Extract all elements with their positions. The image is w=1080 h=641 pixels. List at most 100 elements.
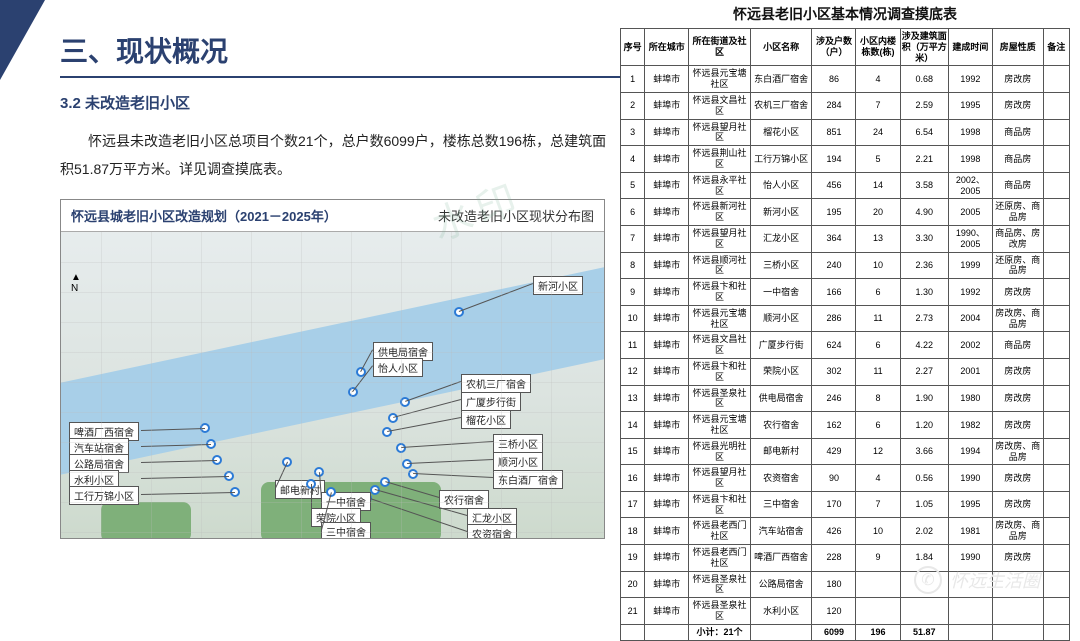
table-footer-cell: 6099 xyxy=(812,624,856,640)
table-cell: 1.90 xyxy=(900,385,948,412)
table-cell: 8 xyxy=(856,385,900,412)
table-cell: 农行宿舍 xyxy=(750,412,812,439)
map-label: 三中宿舍 xyxy=(321,522,371,538)
table-header-cell: 小区内楼栋数(栋) xyxy=(856,29,900,66)
table-cell: 蚌埠市 xyxy=(645,332,689,359)
table-cell: 商品房、房改房 xyxy=(992,225,1043,252)
table-cell: 蚌埠市 xyxy=(645,92,689,119)
table-cell: 怀远县老西门社区 xyxy=(689,518,751,545)
table-cell: 蚌埠市 xyxy=(645,305,689,332)
table-cell: 2.36 xyxy=(900,252,948,279)
table-cell: 东白酒厂宿舍 xyxy=(750,66,812,93)
table-cell: 怀远县永平社区 xyxy=(689,172,751,199)
table-cell: 房改房 xyxy=(992,412,1043,439)
table-cell: 蚌埠市 xyxy=(645,385,689,412)
table-cell: 商品房 xyxy=(992,172,1043,199)
map-grid-line xyxy=(61,502,604,503)
map-leader-line xyxy=(413,473,493,478)
table-cell: 429 xyxy=(812,438,856,465)
table-cell: 284 xyxy=(812,92,856,119)
table-row: 13蚌埠市怀远县圣泉社区供电局宿舍24681.901980房改房 xyxy=(621,385,1070,412)
table-cell: 公路局宿舍 xyxy=(750,571,812,598)
table-cell xyxy=(992,598,1043,625)
table-cell: 1995 xyxy=(948,491,992,518)
table-footer-cell xyxy=(1043,624,1069,640)
table-cell: 2.02 xyxy=(900,518,948,545)
table-cell: 851 xyxy=(812,119,856,146)
table-cell xyxy=(1043,119,1069,146)
table-cell: 蚌埠市 xyxy=(645,465,689,492)
table-cell: 1982 xyxy=(948,412,992,439)
table-cell: 302 xyxy=(812,358,856,385)
table-cell: 怀远县新河社区 xyxy=(689,199,751,226)
map-grid-line xyxy=(61,262,604,263)
table-row: 7蚌埠市怀远县望月社区汇龙小区364133.301990、2005商品房、房改房 xyxy=(621,225,1070,252)
table-cell: 房改房 xyxy=(992,491,1043,518)
table-row: 18蚌埠市怀远县老西门社区汽车站宿舍426102.021981房改房、商品房 xyxy=(621,518,1070,545)
table-row: 2蚌埠市怀远县文昌社区农机三厂宿舍28472.591995房改房 xyxy=(621,92,1070,119)
table-cell: 怀远县圣泉社区 xyxy=(689,385,751,412)
table-cell: 4.22 xyxy=(900,332,948,359)
map-label: 农资宿舍 xyxy=(467,524,517,538)
table-cell: 4 xyxy=(856,465,900,492)
map-header: 怀远县城老旧小区改造规划（2021－2025年） 未改造老旧小区现状分布图 xyxy=(61,200,604,232)
corner-accent xyxy=(0,0,45,80)
map-grid-line xyxy=(301,232,302,538)
table-cell: 426 xyxy=(812,518,856,545)
table-cell: 0.68 xyxy=(900,66,948,93)
table-cell: 蚌埠市 xyxy=(645,438,689,465)
table-cell: 15 xyxy=(621,438,645,465)
table-row: 1蚌埠市怀远县元宝塘社区东白酒厂宿舍8640.681992房改房 xyxy=(621,66,1070,93)
table-cell: 蚌埠市 xyxy=(645,545,689,572)
table-cell xyxy=(1043,358,1069,385)
map-grid-line xyxy=(251,232,252,538)
table-cell: 7 xyxy=(621,225,645,252)
section-title: 三、现状概况 xyxy=(60,30,620,78)
map-grid-line xyxy=(101,232,102,538)
table-cell: 2 xyxy=(621,92,645,119)
table-cell: 4 xyxy=(621,146,645,173)
table-footer-cell xyxy=(645,624,689,640)
table-cell: 汇龙小区 xyxy=(750,225,812,252)
table-cell: 1.20 xyxy=(900,412,948,439)
table-cell: 荣院小区 xyxy=(750,358,812,385)
map-label: 广厦步行街 xyxy=(461,392,521,411)
map-body: ▲N 啤酒厂西宿舍汽车站宿舍公路局宿舍水利小区工行万锦小区新河小区供电局宿舍怡人… xyxy=(61,232,604,538)
map-leader-line xyxy=(311,484,312,516)
table-row: 21蚌埠市怀远县圣泉社区水利小区120 xyxy=(621,598,1070,625)
table-cell xyxy=(1043,279,1069,306)
table-cell: 2.59 xyxy=(900,92,948,119)
table-row: 17蚌埠市怀远县卞和社区三中宿舍17071.051995房改房 xyxy=(621,491,1070,518)
table-cell: 6 xyxy=(856,412,900,439)
table-cell: 商品房 xyxy=(992,146,1043,173)
table-footer-cell xyxy=(621,624,645,640)
table-cell: 还原房、商品房 xyxy=(992,252,1043,279)
table-cell: 蚌埠市 xyxy=(645,199,689,226)
map-grid-line xyxy=(61,322,604,323)
table-cell: 2.21 xyxy=(900,146,948,173)
table-cell: 蚌埠市 xyxy=(645,146,689,173)
table-cell: 房改房 xyxy=(992,465,1043,492)
table-cell: 蚌埠市 xyxy=(645,491,689,518)
table-cell: 6.54 xyxy=(900,119,948,146)
map-grid-line xyxy=(61,352,604,353)
table-cell: 房改房、商品房 xyxy=(992,518,1043,545)
table-cell: 4.90 xyxy=(900,199,948,226)
table-cell: 1 xyxy=(621,66,645,93)
table-cell: 3.58 xyxy=(900,172,948,199)
table-cell: 怀远县荆山社区 xyxy=(689,146,751,173)
table-cell: 邮电新村 xyxy=(750,438,812,465)
map-label: 邮电新村 xyxy=(275,480,325,499)
table-cell: 怀远县文昌社区 xyxy=(689,332,751,359)
table-cell: 水利小区 xyxy=(750,598,812,625)
table-cell xyxy=(1043,385,1069,412)
table-cell: 蚌埠市 xyxy=(645,358,689,385)
table-cell: 商品房 xyxy=(992,119,1043,146)
map-grid-line xyxy=(61,292,604,293)
table-cell xyxy=(1043,92,1069,119)
table-header-cell: 涉及户数（户） xyxy=(812,29,856,66)
table-footer-cell: 196 xyxy=(856,624,900,640)
table-cell xyxy=(1043,252,1069,279)
table-header-cell: 房屋性质 xyxy=(992,29,1043,66)
table-cell: 120 xyxy=(812,598,856,625)
